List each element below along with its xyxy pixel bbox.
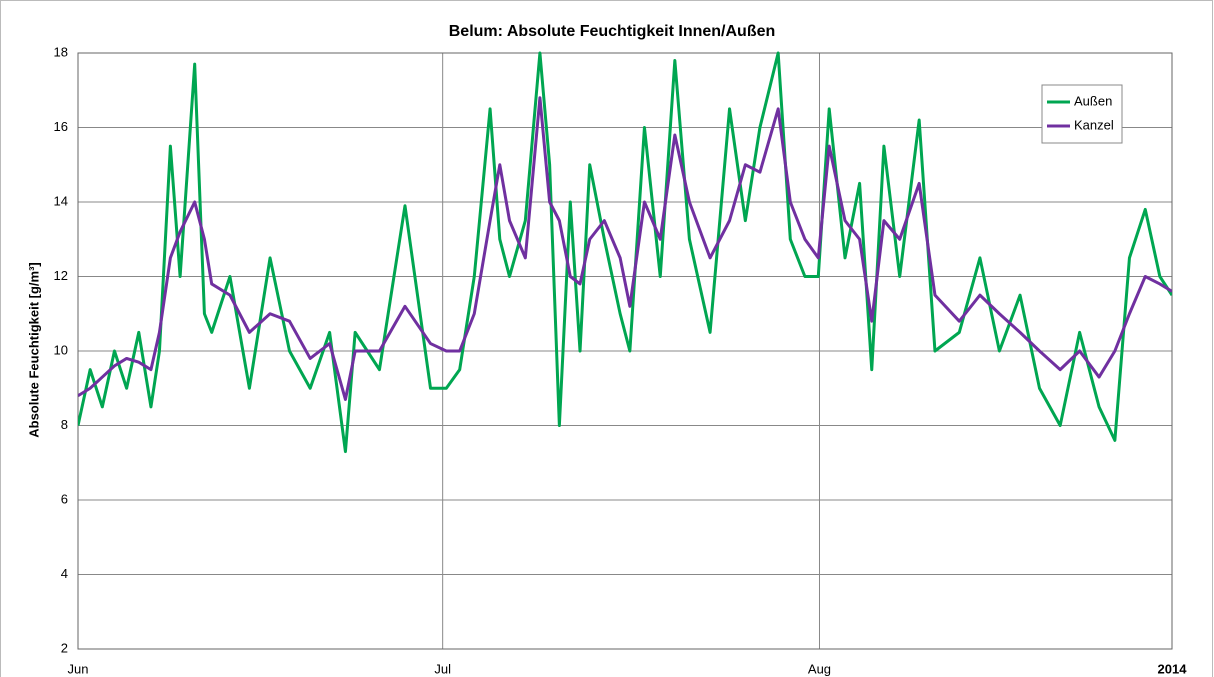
data-line [78,96,1172,401]
data-line [78,51,1172,454]
x-tick-label: Jul [434,661,451,676]
y-tick-label: 2 [61,640,68,655]
y-tick-label: 16 [54,119,68,134]
x-tick-label: 2014 [1158,661,1188,676]
plot-frame [77,52,1173,650]
x-tick-label: Jun [68,661,89,676]
y-tick-label: 8 [61,417,68,432]
legend-box [1041,84,1123,144]
y-tick-label: 18 [54,44,68,59]
chart-title: Belum: Absolute Feuchtigkeit Innen/Außen [449,23,776,40]
x-tick-label: Aug [808,661,831,676]
legend-label: Außen [1074,93,1112,108]
y-tick-label: 10 [54,342,68,357]
y-tick-label: 14 [54,193,68,208]
legend-label: Kanzel [1074,117,1114,132]
y-axis-label: Absolute Feuchtigkeit [g/m³] [26,262,41,438]
y-tick-label: 4 [61,566,68,581]
y-tick-label: 12 [54,268,68,283]
y-tick-label: 6 [61,491,68,506]
